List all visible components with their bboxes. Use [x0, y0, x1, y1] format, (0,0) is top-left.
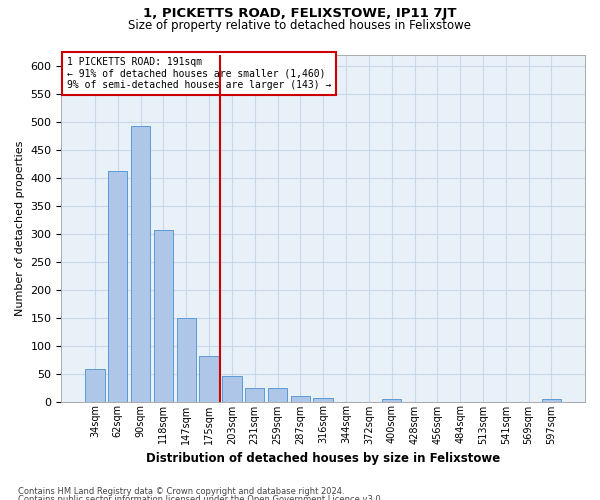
Bar — [313, 398, 333, 402]
Bar — [290, 396, 310, 402]
Bar — [176, 318, 196, 402]
Text: Contains public sector information licensed under the Open Government Licence v3: Contains public sector information licen… — [18, 495, 383, 500]
Bar — [542, 400, 561, 402]
Bar — [131, 126, 150, 402]
Bar — [85, 369, 104, 402]
Y-axis label: Number of detached properties: Number of detached properties — [15, 140, 25, 316]
Text: 1, PICKETTS ROAD, FELIXSTOWE, IP11 7JT: 1, PICKETTS ROAD, FELIXSTOWE, IP11 7JT — [143, 8, 457, 20]
Bar — [108, 171, 127, 402]
Bar — [199, 356, 219, 402]
X-axis label: Distribution of detached houses by size in Felixstowe: Distribution of detached houses by size … — [146, 452, 500, 465]
Bar — [382, 400, 401, 402]
Text: Size of property relative to detached houses in Felixstowe: Size of property relative to detached ho… — [128, 18, 472, 32]
Bar — [268, 388, 287, 402]
Bar — [245, 388, 265, 402]
Text: Contains HM Land Registry data © Crown copyright and database right 2024.: Contains HM Land Registry data © Crown c… — [18, 488, 344, 496]
Text: 1 PICKETTS ROAD: 191sqm
← 91% of detached houses are smaller (1,460)
9% of semi-: 1 PICKETTS ROAD: 191sqm ← 91% of detache… — [67, 56, 331, 90]
Bar — [154, 230, 173, 402]
Bar — [222, 376, 242, 402]
